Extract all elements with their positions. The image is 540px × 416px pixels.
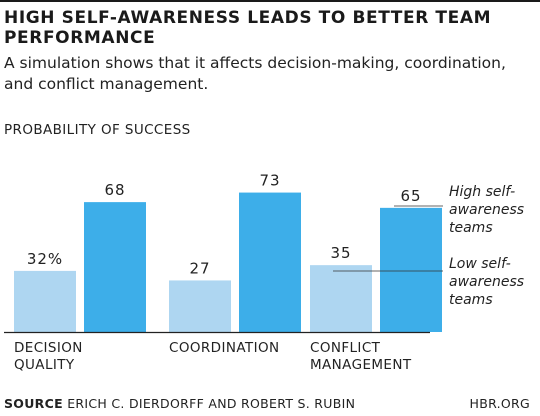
bar-s1-c0	[84, 202, 146, 332]
brand-label: HBR.ORG	[469, 396, 530, 411]
source-label: SOURCE	[4, 396, 63, 411]
category-label-0-line-1: QUALITY	[14, 357, 75, 373]
data-label-s1-c0: 68	[104, 181, 125, 199]
data-label-s0-c2: 35	[330, 244, 351, 262]
bar-s0-c0	[14, 270, 76, 332]
top-rule	[0, 0, 540, 2]
category-label-0-line-0: DECISION	[14, 340, 83, 356]
source-line: SOURCE ERICH C. DIERDORFF AND ROBERT S. …	[4, 396, 355, 411]
data-label-s0-c1: 27	[189, 259, 210, 277]
chart-title: HIGH SELF-AWARENESS LEADS TO BETTER TEAM…	[4, 8, 492, 48]
bar-s1-c1	[239, 192, 301, 332]
bar-s0-c1	[169, 280, 231, 332]
legend-label-s1-line-0: High self-	[449, 184, 515, 200]
bar-s0-c2	[310, 265, 372, 332]
data-label-s1-c1: 73	[259, 172, 280, 190]
legend-label-s0-line-2: teams	[449, 292, 493, 308]
category-label-2-line-1: MANAGEMENT	[310, 357, 412, 373]
legend-label-s0-line-1: awareness	[449, 274, 524, 290]
legend-label-s1-line-2: teams	[449, 220, 493, 236]
data-label-s0-c0: 32%	[27, 250, 63, 268]
y-axis-label: PROBABILITY OF SUCCESS	[4, 122, 191, 138]
legend-label-s0-line-0: Low self-	[449, 256, 511, 272]
data-label-s1-c2: 65	[400, 187, 421, 205]
bar-s1-c2	[380, 207, 442, 332]
legend-label-s1-line-1: awareness	[449, 202, 524, 218]
category-label-1-line-0: COORDINATION	[169, 340, 279, 356]
chart-subtitle: A simulation shows that it affects decis…	[4, 54, 506, 93]
category-label-2-line-0: CONFLICT	[310, 340, 381, 356]
source-text: ERICH C. DIERDORFF AND ROBERT S. RUBIN	[67, 396, 356, 411]
